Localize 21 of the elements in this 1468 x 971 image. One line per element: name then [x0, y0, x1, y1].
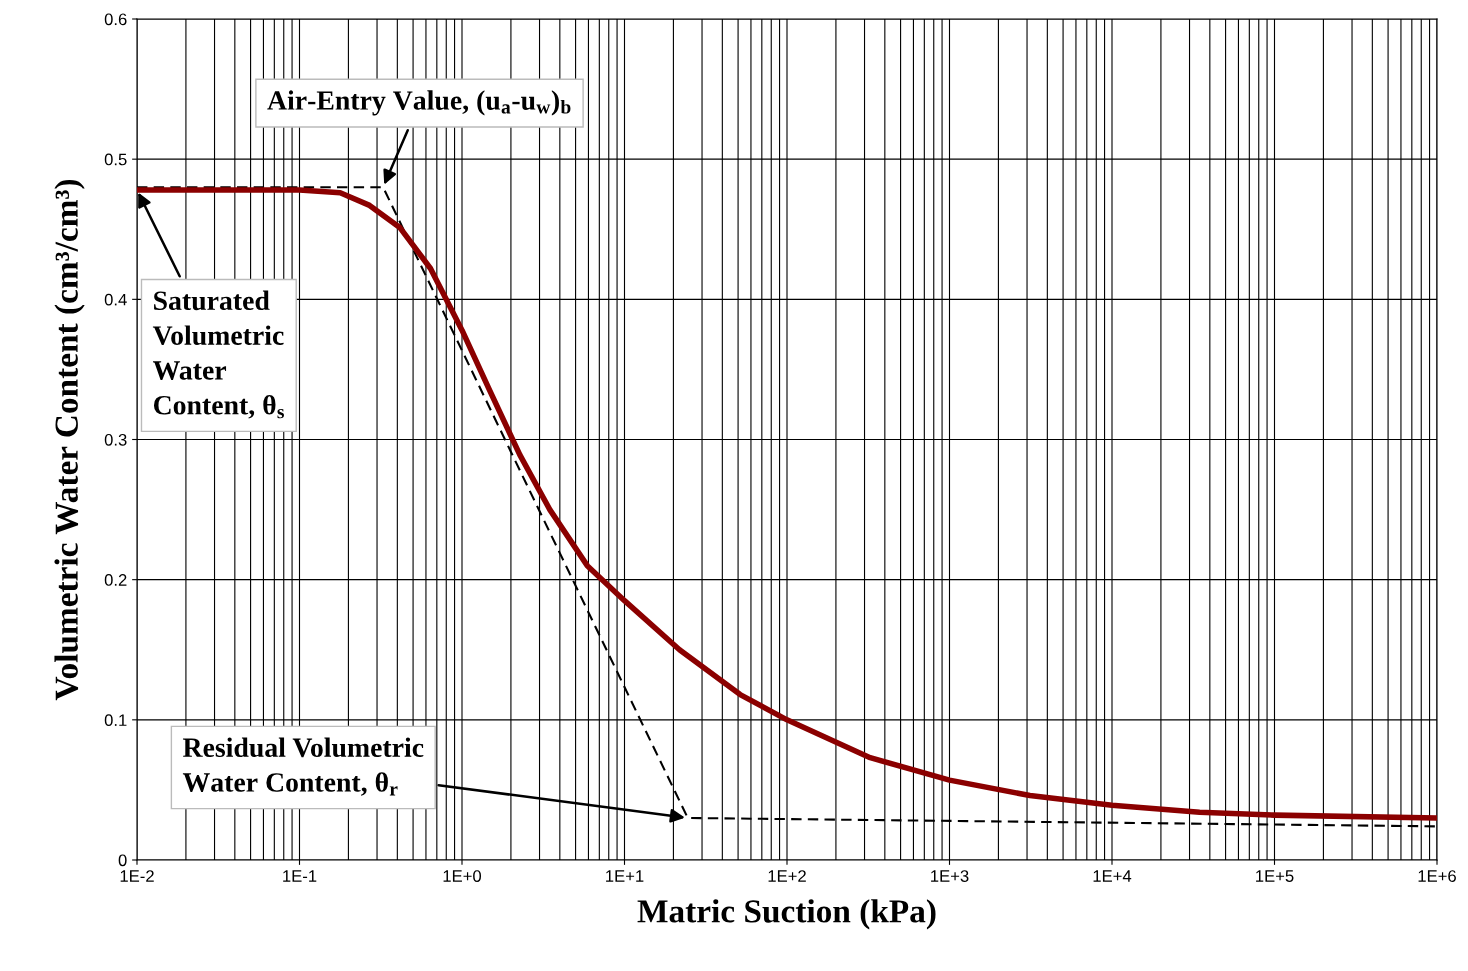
- y-tick-label: 0.3: [104, 433, 127, 446]
- x-tick-label: 1E+2: [768, 870, 806, 882]
- annotation: Residual Volumetric Water Content, θ$_{r}$: [182, 737, 424, 796]
- annotation: Air-Entry Value, (u$_{a}$-u$_{w}$)$_{b}$: [267, 90, 571, 116]
- y-tick-label: 0.1: [104, 714, 127, 727]
- x-tick-label: 1E+1: [606, 870, 644, 882]
- y-axis-title: Volumetric Water Content (cm³/cm³): [54, 179, 85, 701]
- y-tick-label: 0.6: [104, 13, 127, 26]
- y-tick-label: 0.5: [104, 153, 127, 166]
- x-tick-label: 1E+6: [1418, 870, 1456, 882]
- y-tick-label: 0: [118, 854, 127, 867]
- x-axis-title: Matric Suction (kPa): [637, 899, 936, 930]
- y-tick-label: 0.4: [104, 293, 127, 306]
- x-tick-label: 1E+4: [1093, 870, 1132, 882]
- x-tick-label: 1E+5: [1256, 870, 1294, 882]
- x-tick-label: 1E-2: [120, 870, 154, 882]
- x-tick-label: 1E+3: [931, 870, 969, 882]
- y-tick-label: 0.2: [104, 574, 127, 586]
- x-tick-label: 1E+0: [443, 870, 482, 882]
- annotation: Saturated Volumetric Water Content, θ$_{s}$: [152, 290, 284, 419]
- x-tick-label: 1E-1: [283, 870, 317, 882]
